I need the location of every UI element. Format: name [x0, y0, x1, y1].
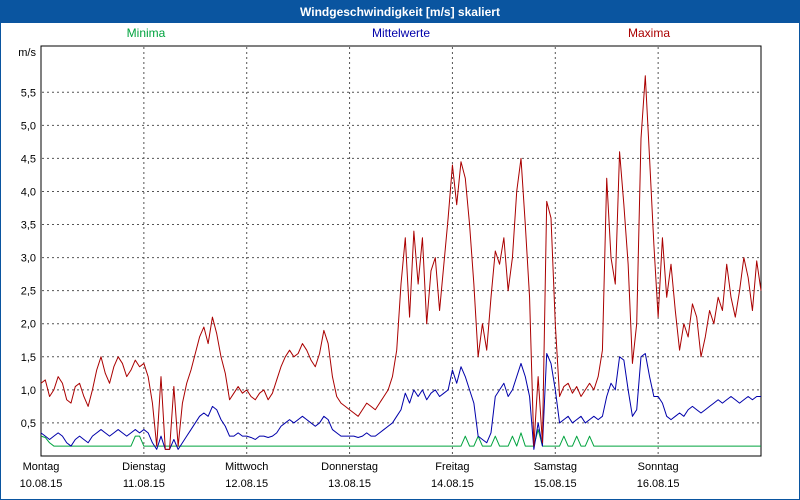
- y-tick-label: 2,5: [21, 286, 36, 298]
- series-mittelwerte: [40, 353, 761, 450]
- x-day-label: Samstag: [534, 461, 577, 473]
- y-tick-label: 1,5: [21, 352, 36, 364]
- x-date-label: 11.08.15: [123, 478, 165, 490]
- x-day-label: Montag: [23, 461, 60, 473]
- x-day-label: Freitag: [435, 461, 469, 473]
- x-day-label: Dienstag: [122, 461, 165, 473]
- series-minima: [40, 429, 761, 447]
- y-tick-label: 2,0: [21, 319, 36, 331]
- legend-mittelwerte-label: Mittelwerte: [371, 26, 431, 40]
- x-date-label: 10.08.15: [20, 478, 63, 490]
- y-tick-label: 4,0: [21, 186, 36, 198]
- x-date-label: 14.08.15: [431, 478, 474, 490]
- y-tick-label: 1,0: [21, 385, 36, 397]
- y-tick-label: 3,0: [21, 253, 36, 265]
- legend-minima-label: Minima: [126, 26, 166, 40]
- x-date-label: 16.08.15: [637, 478, 680, 490]
- x-day-label: Mittwoch: [225, 461, 268, 473]
- plot-area: [40, 45, 762, 457]
- y-tick-label: 5,5: [21, 87, 36, 99]
- y-axis-unit-label: m/s: [18, 47, 36, 59]
- legend-maxima-label: Maxima: [627, 26, 671, 40]
- x-date-label: 12.08.15: [225, 478, 268, 490]
- series-maxima: [40, 75, 762, 450]
- y-tick-label: 0,5: [21, 418, 36, 430]
- y-tick-label: 4,5: [21, 153, 36, 165]
- wind-speed-chart: 0,5 1,0 1,5 2,0 2,5 3,0 3,5 4,0 4,5 5,0 5,5 m/s Mont…: [18, 45, 762, 490]
- window-title: Windgeschwindigkeit [m/s] skaliert: [1, 1, 799, 23]
- y-tick-label: 5,0: [21, 120, 36, 132]
- x-day-label: Donnerstag: [321, 461, 378, 473]
- chart-legend: Minima Mittelwerte Maxima: [1, 23, 799, 43]
- y-tick-label: 3,5: [21, 220, 36, 232]
- x-date-label: 13.08.15: [328, 478, 371, 490]
- x-date-label: 15.08.15: [534, 478, 577, 490]
- x-day-label: Sonntag: [638, 461, 679, 473]
